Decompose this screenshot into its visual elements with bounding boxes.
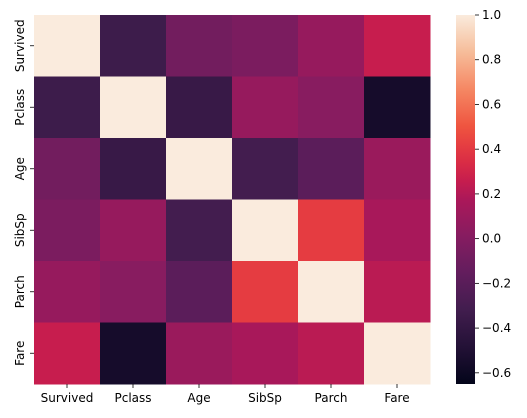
heatmap-cell-survived-age: [166, 15, 233, 77]
y-tick-label: Fare: [13, 341, 27, 366]
heatmap-cell-survived-survived: [34, 15, 101, 77]
y-tick-label: Parch: [13, 275, 27, 308]
colorbar-tick-label: 0.0: [482, 232, 501, 246]
heatmap-cell-survived-parch: [298, 15, 365, 77]
heatmap-cell-pclass-fare: [364, 76, 431, 139]
x-tick-label: Age: [187, 391, 210, 405]
y-tick-label: Age: [13, 157, 27, 180]
heatmap-cell-sibsp-pclass: [100, 199, 167, 262]
colorbar-tick-label: −0.6: [482, 366, 511, 380]
heatmap-cell-pclass-pclass: [100, 76, 167, 139]
colorbar-tick-label: 1.0: [482, 8, 501, 22]
heatmap-cell-sibsp-age: [166, 199, 233, 262]
heatmap-cell-pclass-parch: [298, 76, 365, 139]
colorbar-tick-label: −0.2: [482, 276, 511, 290]
heatmap-cell-pclass-survived: [34, 76, 101, 139]
heatmap-cell-pclass-age: [166, 76, 233, 139]
y-tick-label: Survived: [13, 19, 27, 72]
heatmap-cell-sibsp-fare: [364, 199, 431, 262]
x-tick-label: Pclass: [114, 391, 151, 405]
colorbar: −0.6 −0.4 −0.2 0.0 0.2 0.4 0.6 0.8 1.0: [456, 8, 511, 384]
x-tick-label: Parch: [315, 391, 348, 405]
heatmap-cell-fare-survived: [34, 322, 101, 385]
heatmap-cell-age-sibsp: [232, 138, 299, 200]
colorbar-tick-label: 0.8: [482, 53, 501, 67]
y-tick-label: SibSp: [13, 213, 27, 247]
heatmap-cell-age-fare: [364, 138, 431, 200]
heatmap-cell-age-age: [166, 138, 233, 200]
heatmap-cell-parch-survived: [34, 261, 101, 323]
heatmap-cell-sibsp-parch: [298, 199, 365, 262]
heatmap-cell-fare-pclass: [100, 322, 167, 385]
heatmap-cell-fare-parch: [298, 322, 365, 385]
heatmap-cell-parch-parch: [298, 261, 365, 323]
colorbar-tick-label: 0.6: [482, 97, 501, 111]
heatmap-cell-parch-age: [166, 261, 233, 323]
heatmap-axes: Survived Pclass Age SibSp Parch Fare Survived P…: [13, 19, 410, 405]
x-tick-label: Survived: [41, 391, 94, 405]
heatmap-cell-fare-sibsp: [232, 322, 299, 385]
heatmap-cell-fare-age: [166, 322, 233, 385]
heatmap-cell-survived-sibsp: [232, 15, 299, 77]
heatmap-cell-parch-pclass: [100, 261, 167, 323]
y-tick-label: Pclass: [13, 89, 27, 126]
heatmap-cell-sibsp-sibsp: [232, 199, 299, 262]
heatmap-cells: [34, 15, 431, 385]
x-tick-label: SibSp: [248, 391, 282, 405]
heatmap-cell-sibsp-survived: [34, 199, 101, 262]
heatmap-cell-parch-fare: [364, 261, 431, 323]
colorbar-tick-label: 0.2: [482, 187, 501, 201]
heatmap-cell-fare-fare: [364, 322, 431, 385]
x-tick-label: Fare: [384, 391, 409, 405]
heatmap-cell-age-pclass: [100, 138, 167, 200]
colorbar-tick-label: 0.4: [482, 142, 501, 156]
heatmap-cell-parch-sibsp: [232, 261, 299, 323]
colorbar-tick-label: −0.4: [482, 321, 511, 335]
heatmap-cell-survived-fare: [364, 15, 431, 77]
heatmap-cell-age-parch: [298, 138, 365, 200]
heatmap-cell-pclass-sibsp: [232, 76, 299, 139]
heatmap-cell-survived-pclass: [100, 15, 167, 77]
colorbar-scale: [456, 15, 475, 384]
heatmap-cell-age-survived: [34, 138, 101, 200]
